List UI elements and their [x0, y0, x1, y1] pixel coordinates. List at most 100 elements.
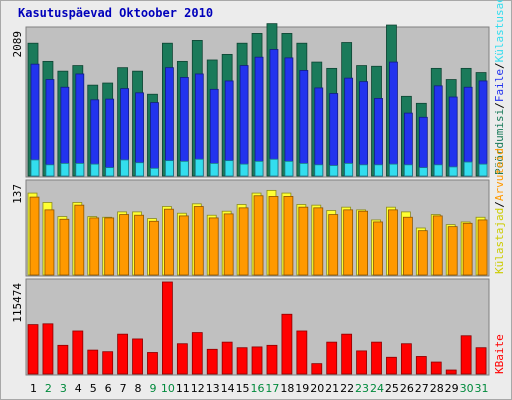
- bar-bottom-kbaite-8: [132, 338, 143, 375]
- x-tick-label: 9: [149, 382, 156, 395]
- bar-middle-arvuteid-1: [29, 196, 40, 276]
- x-tick-label: 26: [400, 382, 414, 395]
- bar-middle-arvuteid-27: [417, 230, 428, 276]
- bar-top-faile-22: [344, 77, 354, 177]
- x-tick-label: 10: [161, 382, 175, 395]
- bar-middle-arvuteid-28: [432, 215, 443, 276]
- legend-top-separator: /: [493, 102, 506, 109]
- bar-top-klastusaegi-17: [269, 158, 279, 177]
- bar-middle-arvuteid-19: [298, 206, 309, 276]
- bar-top-faile-6: [105, 98, 115, 177]
- x-tick-label: 30: [460, 382, 474, 395]
- bar-middle-arvuteid-17: [268, 196, 279, 276]
- bar-top-faile-17: [269, 49, 279, 177]
- bar-bottom-kbaite-6: [102, 351, 114, 375]
- legend-top-item: Pöördumisi: [493, 109, 506, 175]
- x-tick-label: 31: [475, 382, 489, 395]
- x-tick-label: 21: [325, 382, 339, 395]
- bar-bottom-kbaite-4: [72, 330, 84, 375]
- max-label-top: 2089: [11, 31, 24, 58]
- bar-middle-arvuteid-31: [477, 219, 488, 276]
- bar-top-faile-15: [239, 65, 249, 177]
- bar-top-klastusaegi-18: [284, 160, 294, 177]
- bar-top-klastusaegi-20: [314, 164, 324, 177]
- bar-middle-arvuteid-29: [447, 226, 458, 276]
- x-tick-label: 1: [30, 382, 37, 395]
- bar-top-klastusaegi-23: [359, 164, 368, 177]
- bar-bottom-kbaite-25: [386, 356, 397, 375]
- bar-bottom-kbaite-29: [445, 369, 457, 375]
- bar-bottom-kbaite-5: [87, 349, 99, 375]
- bar-top-klastusaegi-21: [329, 165, 339, 177]
- bar-bottom-kbaite-31: [475, 347, 487, 375]
- bar-middle-arvuteid-5: [89, 217, 100, 276]
- legend-bottom: KBaite: [493, 334, 506, 374]
- bar-top-klastusaegi-1: [30, 159, 40, 177]
- bar-middle-arvuteid-20: [313, 207, 324, 276]
- bar-top-faile-18: [284, 57, 294, 177]
- bar-top-klastusaegi-28: [433, 164, 443, 177]
- bar-top-faile-4: [75, 73, 85, 177]
- bar-bottom-kbaite-12: [191, 332, 203, 375]
- bar-middle-arvuteid-8: [134, 214, 144, 276]
- bar-top-faile-29: [448, 96, 458, 177]
- x-tick-label: 19: [295, 382, 309, 395]
- bar-bottom-kbaite-16: [251, 346, 263, 375]
- x-tick-label: 27: [415, 382, 429, 395]
- chart-title: Kasutuspäevad Oktoober 2010: [18, 6, 213, 20]
- bar-middle-arvuteid-4: [74, 204, 85, 276]
- bar-top-klastusaegi-26: [403, 164, 413, 177]
- bar-top-faile-13: [209, 88, 219, 177]
- bar-middle-arvuteid-10: [164, 208, 174, 276]
- bar-bottom-kbaite-11: [176, 343, 188, 375]
- bar-top-klastusaegi-8: [135, 162, 144, 177]
- max-label-bottom: 115474: [11, 283, 24, 323]
- x-tick-label: 22: [340, 382, 354, 395]
- bar-bottom-kbaite-19: [296, 330, 308, 375]
- bar-top-faile-16: [254, 56, 264, 177]
- legend-top-item: Külastusaegi: [493, 0, 506, 62]
- bar-middle-arvuteid-26: [402, 216, 413, 276]
- x-tick-label: 18: [280, 382, 294, 395]
- bar-top-klastusaegi-22: [344, 163, 354, 177]
- bar-top-klastusaegi-12: [194, 158, 204, 177]
- legend-middle-separator: /: [493, 201, 506, 208]
- bar-middle-arvuteid-23: [358, 210, 368, 276]
- bar-top-faile-2: [45, 79, 55, 177]
- bar-middle-arvuteid-25: [388, 209, 398, 276]
- bar-bottom-kbaite-14: [221, 341, 233, 375]
- legend-top-separator: /: [493, 62, 506, 69]
- bar-bottom-kbaite-21: [326, 341, 338, 375]
- legend-middle-item: Külastajad: [493, 208, 506, 274]
- bar-top-faile-23: [359, 81, 368, 177]
- bar-bottom-kbaite-7: [117, 333, 129, 375]
- bar-bottom-kbaite-2: [42, 323, 54, 375]
- bar-top-faile-31: [478, 80, 488, 177]
- bar-middle-arvuteid-14: [223, 213, 234, 276]
- x-tick-label: 23: [355, 382, 369, 395]
- x-tick-label: 5: [90, 382, 97, 395]
- bar-middle-arvuteid-11: [178, 215, 189, 276]
- bar-top-faile-25: [389, 61, 398, 177]
- x-tick-label: 12: [191, 382, 205, 395]
- legend-middle: Külastajad/Arvuteid: [493, 148, 506, 274]
- bar-bottom-kbaite-13: [206, 348, 218, 375]
- bar-top-klastusaegi-4: [75, 163, 85, 177]
- legend-top: Pöördumisi/Faile/Külastusaegi: [493, 0, 506, 175]
- bar-top-klastusaegi-30: [463, 161, 473, 177]
- x-tick-label: 17: [265, 382, 279, 395]
- bar-middle-arvuteid-13: [208, 217, 219, 276]
- x-tick-label: 6: [105, 382, 112, 395]
- bar-top-klastusaegi-9: [150, 167, 159, 177]
- bar-middle-arvuteid-3: [59, 218, 70, 276]
- bar-top-klastusaegi-6: [105, 167, 115, 177]
- bar-top-klastusaegi-19: [299, 163, 309, 177]
- bar-middle-arvuteid-16: [253, 195, 264, 276]
- bar-top-klastusaegi-3: [60, 163, 70, 177]
- x-tick-label: 13: [206, 382, 220, 395]
- bar-top-klastusaegi-29: [448, 166, 458, 177]
- bar-bottom-kbaite-18: [281, 313, 293, 375]
- x-tick-label: 15: [236, 382, 250, 395]
- bar-bottom-kbaite-28: [430, 361, 442, 375]
- bar-top-faile-3: [60, 86, 70, 177]
